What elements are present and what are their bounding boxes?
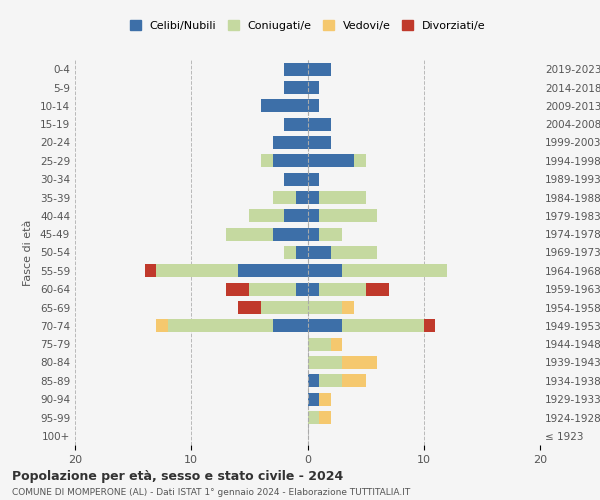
Bar [272,136,308,149]
Bar [308,191,319,204]
Bar [250,283,296,296]
Bar [308,100,319,112]
Bar [284,173,308,186]
Bar [284,63,308,76]
Bar [343,356,377,369]
Bar [284,246,296,259]
Bar [272,154,308,167]
Bar [354,154,365,167]
Bar [343,301,354,314]
Bar [308,210,319,222]
Bar [343,320,424,332]
Bar [308,356,343,369]
Bar [308,246,331,259]
Bar [308,228,319,240]
Bar [331,246,377,259]
Bar [308,264,343,277]
Bar [331,338,343,350]
Bar [272,228,308,240]
Bar [424,320,436,332]
Bar [365,283,389,296]
Bar [319,228,343,240]
Bar [157,320,168,332]
Bar [319,393,331,406]
Bar [168,320,272,332]
Bar [250,210,284,222]
Bar [272,320,308,332]
Bar [296,283,308,296]
Bar [238,264,308,277]
Bar [319,283,365,296]
Bar [157,264,238,277]
Bar [308,320,343,332]
Bar [308,81,319,94]
Bar [308,301,343,314]
Bar [261,154,272,167]
Bar [308,173,319,186]
Bar [308,283,319,296]
Bar [343,374,365,387]
Bar [272,191,296,204]
Bar [284,118,308,130]
Text: Popolazione per età, sesso e stato civile - 2024: Popolazione per età, sesso e stato civil… [12,470,343,483]
Bar [308,63,331,76]
Bar [343,264,447,277]
Y-axis label: Fasce di età: Fasce di età [23,220,33,286]
Bar [226,283,250,296]
Bar [308,411,319,424]
Bar [226,228,272,240]
Bar [296,246,308,259]
Bar [296,191,308,204]
Bar [145,264,157,277]
Bar [308,154,354,167]
Bar [319,191,365,204]
Bar [238,301,261,314]
Bar [284,210,308,222]
Legend: Celibi/Nubili, Coniugati/e, Vedovi/e, Divorziati/e: Celibi/Nubili, Coniugati/e, Vedovi/e, Di… [125,16,490,35]
Bar [319,411,331,424]
Bar [308,393,319,406]
Bar [308,118,331,130]
Bar [308,338,331,350]
Bar [319,210,377,222]
Bar [308,374,319,387]
Bar [261,100,308,112]
Text: COMUNE DI MOMPERONE (AL) - Dati ISTAT 1° gennaio 2024 - Elaborazione TUTTITALIA.: COMUNE DI MOMPERONE (AL) - Dati ISTAT 1°… [12,488,410,497]
Bar [261,301,308,314]
Bar [308,136,331,149]
Bar [284,81,308,94]
Bar [319,374,343,387]
